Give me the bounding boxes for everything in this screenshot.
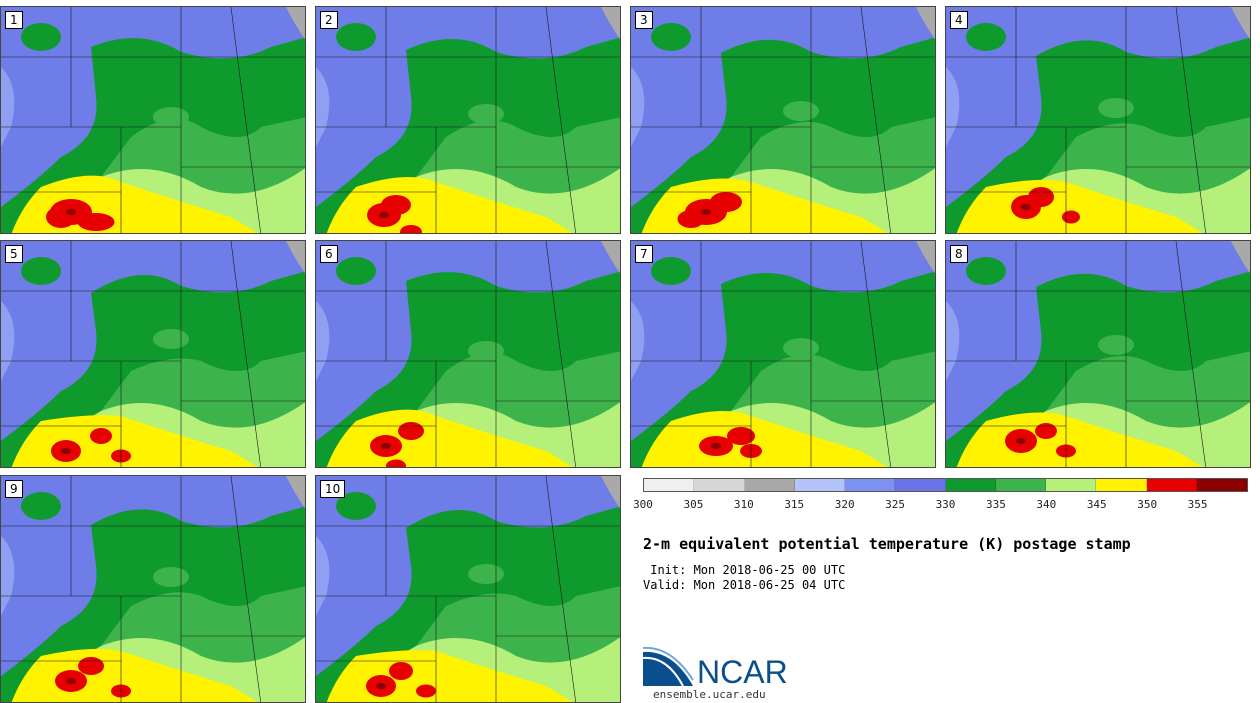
stamp-panel-5: 5 <box>0 240 306 468</box>
map-field <box>946 241 1250 467</box>
stamp-panel-9: 9 <box>0 475 306 703</box>
map-field <box>1 7 305 233</box>
member-number: 8 <box>950 245 968 263</box>
stamp-panel-7: 7 <box>630 240 936 468</box>
colorbar-tick-label: 345 <box>1086 498 1107 511</box>
stamp-panel-10: 10 <box>315 475 621 703</box>
stamp-panel-2: 2 <box>315 6 621 234</box>
colorbar-tick-label: 305 <box>683 498 704 511</box>
init-time: Init: Mon 2018-06-25 00 UTC <box>643 563 846 577</box>
valid-time: Valid: Mon 2018-06-25 04 UTC <box>643 578 846 592</box>
map-field <box>1 476 305 702</box>
stamp-panel-3: 3 <box>630 6 936 234</box>
map-field <box>631 241 935 467</box>
map-field <box>1 241 305 467</box>
member-number: 3 <box>635 11 653 29</box>
colorbar-swatch <box>1146 479 1197 491</box>
member-number: 2 <box>320 11 338 29</box>
stamp-panel-4: 4 <box>945 6 1251 234</box>
colorbar-ticks: 300 305 310 315 320 325 330 335 340 345 350 355 <box>633 498 1248 512</box>
plot-title: 2-m equivalent potential temperature (K)… <box>643 535 1131 553</box>
map-field <box>316 241 620 467</box>
map-field <box>631 7 935 233</box>
stamp-panel-8: 8 <box>945 240 1251 468</box>
colorbar-tick-label: 310 <box>733 498 754 511</box>
colorbar-swatch <box>995 479 1046 491</box>
member-number: 9 <box>5 480 23 498</box>
member-number: 4 <box>950 11 968 29</box>
colorbar-swatch <box>895 479 946 491</box>
member-number: 6 <box>320 245 338 263</box>
member-number: 5 <box>5 245 23 263</box>
colorbar-swatch <box>1196 479 1247 491</box>
map-field <box>946 7 1250 233</box>
colorbar-tick-label: 330 <box>935 498 956 511</box>
colorbar-tick-label: 340 <box>1036 498 1057 511</box>
colorbar-tick-label: 315 <box>784 498 805 511</box>
logo-wordmark: NCAR <box>697 654 788 690</box>
stamp-panel-6: 6 <box>315 240 621 468</box>
colorbar-tick-label: 355 <box>1187 498 1208 511</box>
colorbar-tick-label: 300 <box>633 498 653 511</box>
colorbar-swatch <box>945 479 996 491</box>
colorbar-swatch <box>845 479 896 491</box>
colorbar-tick-label: 335 <box>985 498 1006 511</box>
logo-url[interactable]: ensemble.ucar.edu <box>653 688 766 701</box>
colorbar-swatch <box>644 479 695 491</box>
member-number: 1 <box>5 11 23 29</box>
map-field <box>316 7 620 233</box>
colorbar-swatch <box>794 479 845 491</box>
colorbar-swatch <box>1046 479 1097 491</box>
member-number: 7 <box>635 245 653 263</box>
colorbar-swatch <box>744 479 795 491</box>
colorbar-swatch <box>1096 479 1147 491</box>
colorbar-tick-label: 320 <box>834 498 855 511</box>
map-field <box>316 476 620 702</box>
colorbar-swatch <box>694 479 745 491</box>
colorbar <box>643 478 1248 492</box>
member-number: 10 <box>320 480 346 498</box>
stamp-panel-1: 1 <box>0 6 306 234</box>
colorbar-tick-label: 350 <box>1137 498 1158 511</box>
ncar-logo-icon <box>643 646 694 686</box>
colorbar-tick-label: 325 <box>885 498 906 511</box>
